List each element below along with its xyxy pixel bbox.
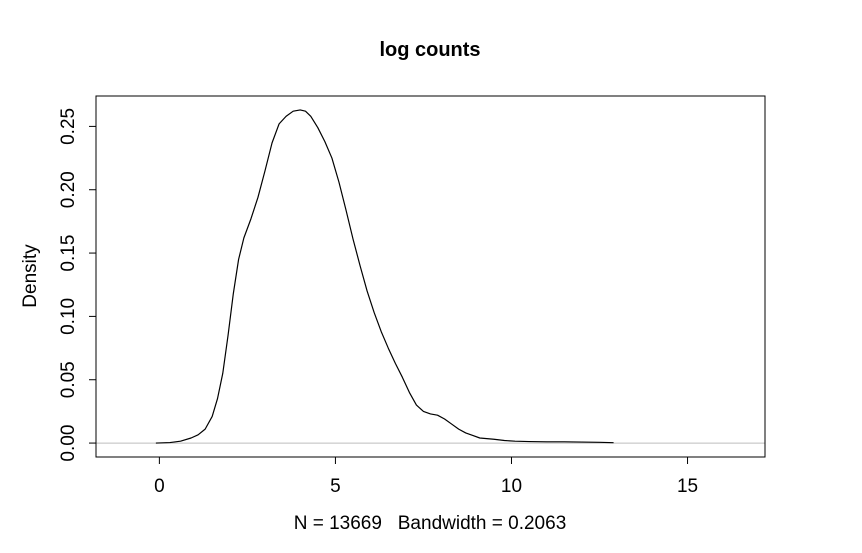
x-axis-label: N = 13669 Bandwidth = 0.2063 <box>294 513 567 534</box>
x-tick-label: 0 <box>154 476 165 497</box>
y-tick-label: 0.15 <box>58 235 79 272</box>
y-tick-label: 0.25 <box>58 108 79 145</box>
y-axis-label: Density <box>20 244 41 308</box>
y-tick-label: 0.05 <box>58 361 79 398</box>
x-axis: 0 5 10 15 <box>154 456 698 497</box>
x-tick-label: 5 <box>330 476 341 497</box>
chart-title: log counts <box>379 39 480 61</box>
series-layer <box>155 109 614 444</box>
x-tick-label: 15 <box>677 476 698 497</box>
density-curve <box>155 109 614 444</box>
y-tick-label: 0.00 <box>58 425 79 462</box>
y-tick-label: 0.10 <box>58 298 79 335</box>
y-tick-label: 0.20 <box>58 171 79 208</box>
x-tick-label: 10 <box>501 476 522 497</box>
y-axis: 0.00 0.05 0.10 0.15 0.20 0.25 <box>58 108 97 462</box>
